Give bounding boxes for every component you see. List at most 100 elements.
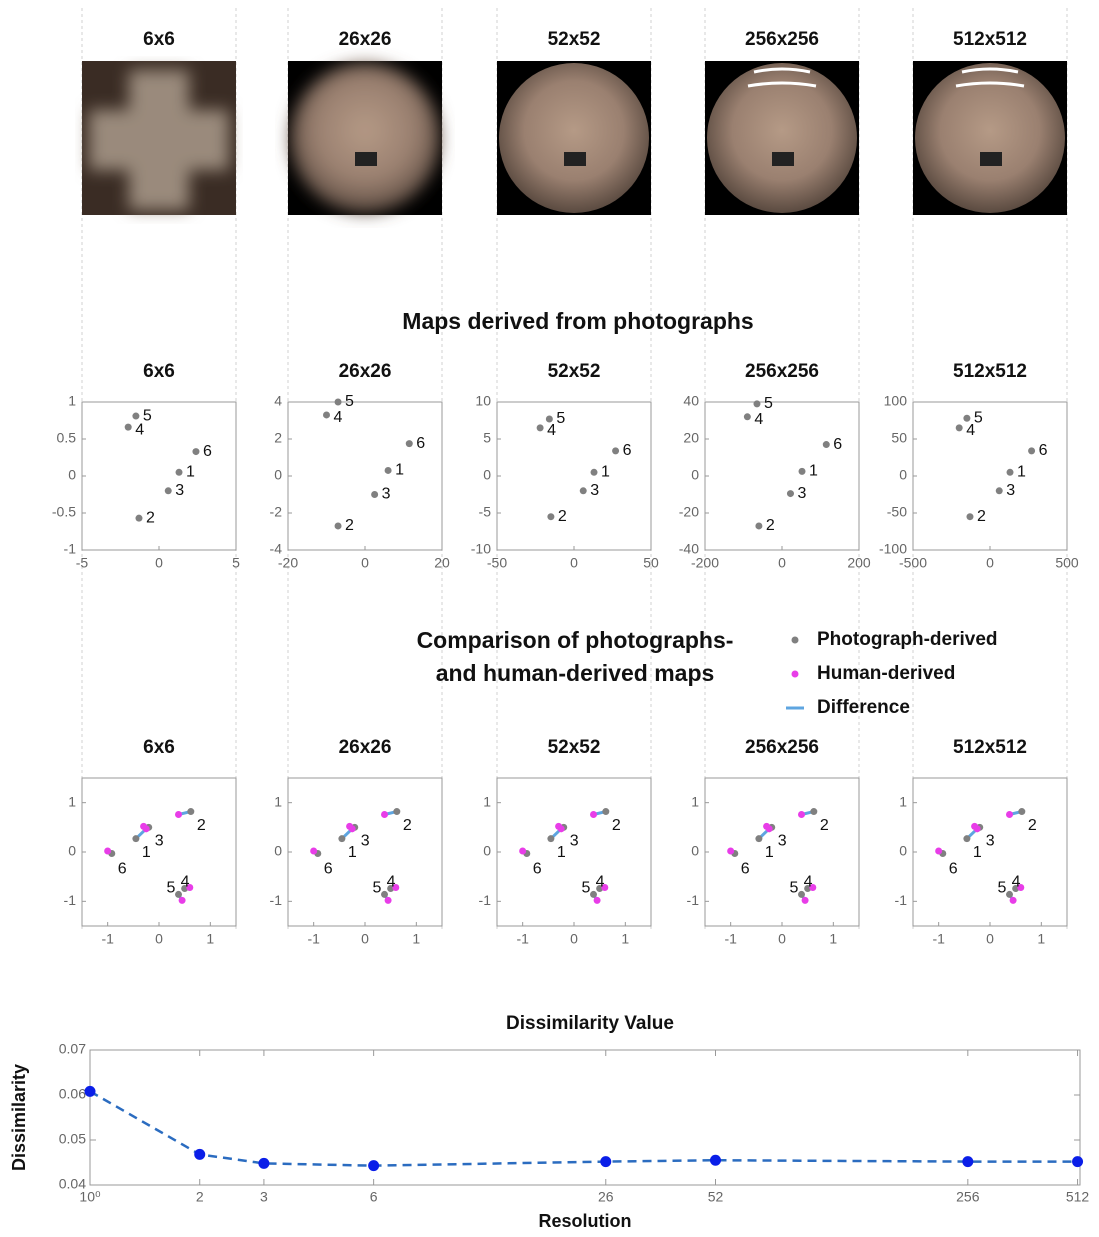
section-title: Maps derived from photographs xyxy=(402,308,753,334)
point-label: 2 xyxy=(146,509,155,526)
y-tick-label: -1 xyxy=(64,892,77,908)
x-tick-label: -200 xyxy=(691,555,719,571)
point-label: 4 xyxy=(1012,874,1021,891)
x-tick-label: -500 xyxy=(899,555,927,571)
point-label: 5 xyxy=(373,880,382,897)
x-tick-label: 200 xyxy=(847,555,871,571)
point xyxy=(1006,891,1013,898)
point xyxy=(787,490,794,497)
x-tick-label: 0 xyxy=(570,555,578,571)
chart-title: 52x52 xyxy=(548,361,601,382)
point xyxy=(519,848,526,855)
x-tick-label: 50 xyxy=(643,555,659,571)
point xyxy=(963,835,970,842)
point-label: 2 xyxy=(558,508,567,525)
x-tick-label: 0 xyxy=(778,931,786,947)
point-label: 3 xyxy=(778,833,787,850)
image-label: 52x52 xyxy=(548,29,601,50)
legend-label: Difference xyxy=(817,697,910,718)
data-point xyxy=(962,1156,973,1167)
point xyxy=(1010,897,1017,904)
y-tick-label: 2 xyxy=(274,430,282,446)
y-tick-label: -20 xyxy=(679,504,699,520)
point xyxy=(176,469,183,476)
chart-title: 26x26 xyxy=(339,361,392,382)
point xyxy=(935,848,942,855)
point-label: 5 xyxy=(556,410,565,427)
y-tick-label: 0 xyxy=(691,843,699,859)
point-label: 6 xyxy=(1039,442,1048,459)
point-label: 1 xyxy=(395,462,404,479)
point-label: 2 xyxy=(197,817,206,834)
x-tick-label: 256 xyxy=(956,1189,980,1205)
y-tick-label: 0.5 xyxy=(57,430,77,446)
point xyxy=(810,808,817,815)
point-label: 6 xyxy=(623,442,632,459)
x-tick-label: 0 xyxy=(361,931,369,947)
y-tick-label: -1 xyxy=(64,541,77,557)
chart-title: 256x256 xyxy=(745,361,819,382)
y-tick-label: -4 xyxy=(270,541,283,557)
point-label: 2 xyxy=(1028,817,1037,834)
point-label: 6 xyxy=(533,861,542,878)
point xyxy=(104,848,111,855)
data-point xyxy=(85,1086,96,1097)
y-tick-label: 5 xyxy=(483,430,491,446)
point-label: 5 xyxy=(167,880,176,897)
point xyxy=(763,823,770,830)
thumbnail xyxy=(705,61,859,215)
point-label: 6 xyxy=(416,435,425,452)
x-tick-label: 0 xyxy=(570,931,578,947)
plot-box xyxy=(705,402,859,550)
x-tick-label: -1 xyxy=(101,931,114,947)
y-tick-label: 0.06 xyxy=(59,1086,86,1102)
y-tick-label: 20 xyxy=(683,430,699,446)
x-tick-label: 2 xyxy=(196,1189,204,1205)
y-tick-label: 50 xyxy=(891,430,907,446)
section-title: Comparison of photographs- xyxy=(417,627,734,653)
x-tick-label: 1 xyxy=(621,931,629,947)
point xyxy=(335,399,342,406)
point-label: 5 xyxy=(764,395,773,412)
y-tick-label: 0.07 xyxy=(59,1041,86,1057)
image-room xyxy=(915,63,1065,213)
plot-box xyxy=(913,402,1067,550)
chart-title: 256x256 xyxy=(745,737,819,758)
x-tick-label: -20 xyxy=(278,555,298,571)
point xyxy=(346,823,353,830)
x-tick-label: 26 xyxy=(598,1189,614,1205)
image-label: 256x256 xyxy=(745,29,819,50)
plot-box xyxy=(497,402,651,550)
y-tick-label: 0.05 xyxy=(59,1131,86,1147)
image-screen xyxy=(355,152,377,166)
y-tick-label: -5 xyxy=(479,504,492,520)
point-label: 2 xyxy=(403,817,412,834)
point-label: 4 xyxy=(181,874,190,891)
point xyxy=(175,811,182,818)
chart-title: 52x52 xyxy=(548,737,601,758)
y-tick-label: 0.04 xyxy=(59,1176,86,1192)
point xyxy=(140,823,147,830)
y-tick-label: 10 xyxy=(475,393,491,409)
x-tick-label: -1 xyxy=(307,931,320,947)
point xyxy=(966,513,973,520)
y-tick-label: -50 xyxy=(887,504,907,520)
y-tick-label: 0 xyxy=(68,843,76,859)
point-label: 5 xyxy=(143,407,152,424)
point-label: 1 xyxy=(1017,464,1026,481)
y-tick-label: 0 xyxy=(68,467,76,483)
data-point xyxy=(600,1156,611,1167)
point xyxy=(537,424,544,431)
point-label: 6 xyxy=(324,861,333,878)
x-tick-label: 0 xyxy=(778,555,786,571)
point-label: 1 xyxy=(765,844,774,861)
point-label: 4 xyxy=(804,874,813,891)
y-tick-label: -1 xyxy=(895,892,908,908)
point-label: 3 xyxy=(361,833,370,850)
point xyxy=(591,469,598,476)
point-label: 2 xyxy=(345,517,354,534)
point xyxy=(192,448,199,455)
y-tick-label: -1 xyxy=(479,892,492,908)
image-room xyxy=(290,63,440,213)
y-tick-label: 0 xyxy=(274,843,282,859)
